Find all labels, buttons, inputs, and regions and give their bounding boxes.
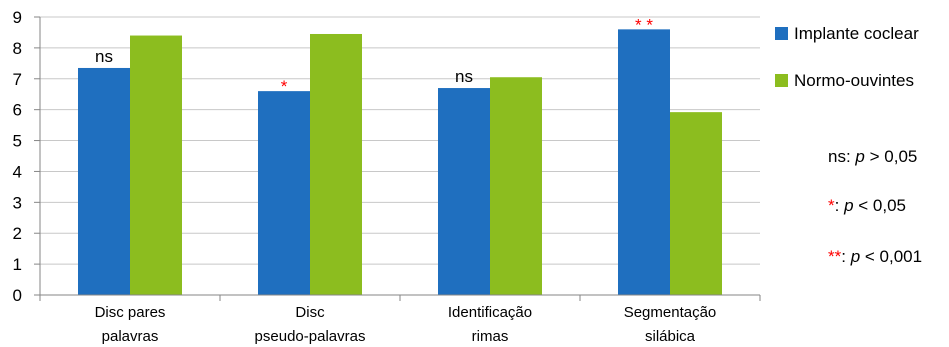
significance-label: ns xyxy=(455,67,473,86)
note-p0001: **: p < 0,001 xyxy=(828,247,922,267)
note-p0001-rest: < 0,001 xyxy=(860,247,923,266)
bars: ns * ns * * xyxy=(78,15,722,296)
y-axis: 0 1 2 3 4 5 6 7 8 9 xyxy=(13,8,41,305)
legend-swatch-normo-ouvintes xyxy=(775,74,788,87)
category-label: Disc xyxy=(295,304,325,321)
x-axis: Disc pares palavras Disc pseudo-palavras Ide… xyxy=(39,294,761,345)
bar-normo-ouvintes-2 xyxy=(490,77,542,295)
significance-label: * * xyxy=(635,15,653,34)
note-p0001-p: p xyxy=(850,247,861,266)
y-tick-label: 7 xyxy=(13,70,22,89)
category-label: pseudo-palavras xyxy=(255,328,366,345)
legend-item-normo-ouvintes: Normo-ouvintes xyxy=(775,71,914,91)
significance-label: ns xyxy=(95,47,113,66)
note-ns-p: p xyxy=(855,147,865,166)
note-ns: ns: p > 0,05 xyxy=(828,147,917,167)
category-label: palavras xyxy=(102,328,159,345)
bar-normo-ouvintes-3 xyxy=(670,112,722,295)
bar-implante-coclear-2 xyxy=(438,88,490,296)
y-tick-label: 5 xyxy=(13,132,22,151)
note-ns-prefix: ns xyxy=(828,147,846,166)
category-label: Disc pares xyxy=(95,304,166,321)
significance-label: * xyxy=(281,77,288,96)
bar-implante-coclear-1 xyxy=(258,91,310,295)
note-ns-rest: > 0,05 xyxy=(864,147,918,166)
y-tick-label: 8 xyxy=(13,39,22,58)
bar-implante-coclear-0 xyxy=(78,67,130,295)
note-p0001-prefix: ** xyxy=(828,247,842,266)
y-tick-label: 2 xyxy=(13,224,22,243)
note-p005-rest: < 0,05 xyxy=(853,196,907,215)
note-p005: *: p < 0,05 xyxy=(828,196,906,216)
legend-label-normo-ouvintes: Normo-ouvintes xyxy=(794,71,914,90)
y-tick-label: 6 xyxy=(13,101,22,120)
note-p005-sep: : xyxy=(834,196,845,215)
note-p005-p: p xyxy=(844,196,854,215)
note-ns-sep: : xyxy=(845,147,856,166)
legend-item-implante-coclear: Implante coclear xyxy=(775,24,919,44)
y-tick-label: 9 xyxy=(13,8,22,27)
category-label: Segmentação xyxy=(624,304,717,321)
bar-normo-ouvintes-1 xyxy=(310,33,362,295)
bar-normo-ouvintes-0 xyxy=(130,35,182,296)
note-p005-prefix: * xyxy=(828,196,835,215)
bar-implante-coclear-3 xyxy=(618,29,670,295)
y-tick-label: 3 xyxy=(13,193,22,212)
y-tick-label: 4 xyxy=(13,162,22,181)
category-label: silábica xyxy=(645,328,696,345)
category-label: rimas xyxy=(472,328,509,345)
legend-swatch-implante-coclear xyxy=(775,27,788,40)
legend-label-implante-coclear: Implante coclear xyxy=(794,24,919,43)
note-p0001-sep: : xyxy=(841,247,851,266)
y-tick-label: 0 xyxy=(13,286,22,305)
category-label: Identificação xyxy=(448,304,532,321)
y-tick-label: 1 xyxy=(13,255,22,274)
